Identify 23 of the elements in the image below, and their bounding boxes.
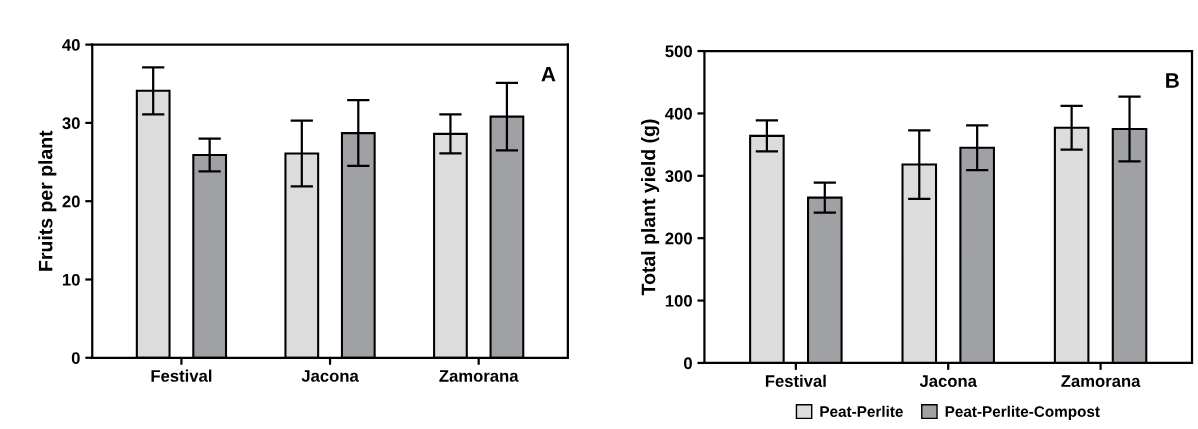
x-tick-label: Jacona — [301, 370, 359, 382]
y-axis-title: Total plant yield (g) — [641, 119, 660, 296]
x-tick-label: Zamorana — [1061, 375, 1141, 387]
annotation: B — [1166, 73, 1179, 88]
x-tick-label: Festival — [765, 374, 826, 387]
legend-label: Peat-Perlite — [820, 405, 903, 417]
y-tick-label: 40 — [62, 39, 80, 51]
y-tick-label: 0 — [71, 352, 80, 364]
legend-label: Peat-Perlite-Compost — [945, 405, 1100, 420]
y-tick-label: 100 — [665, 294, 692, 307]
y-axis-title: Fruits per plant — [38, 130, 57, 271]
y-tick-label: 10 — [62, 273, 80, 286]
y-tick-label: 400 — [665, 107, 692, 120]
y-tick-label: 300 — [665, 170, 692, 183]
x-tick-label: Festival — [151, 369, 212, 382]
x-tick-label: Zamorana — [439, 370, 519, 382]
annotation: A — [541, 66, 556, 82]
y-tick-label: 0 — [684, 357, 692, 370]
y-tick-label: 20 — [62, 195, 80, 208]
x-tick-label: Jacona — [919, 375, 978, 387]
y-tick-label: 30 — [62, 117, 80, 130]
y-tick-label: 200 — [665, 232, 692, 245]
y-tick-label: 500 — [665, 45, 692, 58]
